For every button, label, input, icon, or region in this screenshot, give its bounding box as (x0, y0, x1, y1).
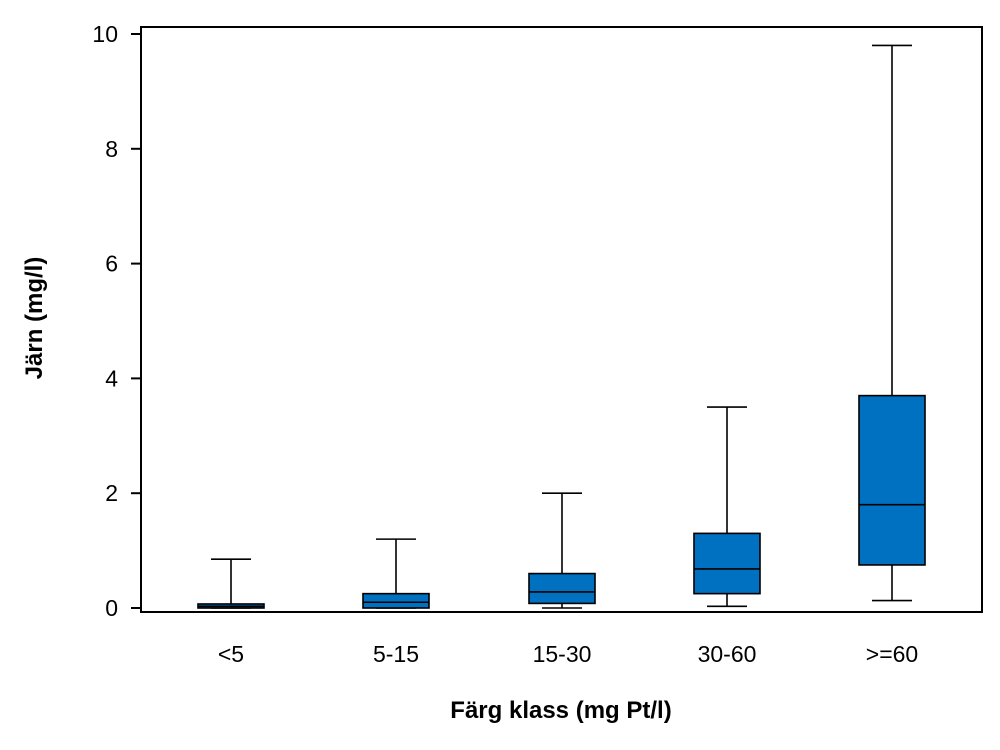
x-tick-label: 30-60 (698, 641, 757, 667)
box-group (197, 558, 265, 609)
y-tick-label: 6 (105, 251, 118, 277)
x-tick-label: 5-15 (373, 641, 419, 667)
box-group (858, 44, 926, 602)
y-axis-title: Järn (mg/l) (21, 257, 48, 380)
y-tick-label: 4 (105, 365, 118, 391)
box-group (362, 538, 430, 609)
boxes (197, 44, 926, 609)
y-tick-label: 2 (105, 480, 118, 506)
x-tick-label: <5 (218, 641, 244, 667)
y-tick-label: 10 (92, 21, 118, 47)
box-group (693, 406, 761, 608)
box-group (528, 492, 596, 609)
x-axis: <5 5-15 15-30 30-60 >=60 (218, 641, 918, 667)
y-tick-label: 0 (105, 595, 118, 621)
iqr-box (362, 592, 430, 609)
y-tick-label: 8 (105, 136, 118, 162)
iqr-box (693, 532, 761, 595)
y-axis: 0 2 4 6 8 10 (92, 21, 141, 621)
x-axis-title: Färg klass (mg Pt/l) (450, 697, 671, 724)
x-tick-label: 15-30 (533, 641, 592, 667)
x-tick-label: >=60 (866, 641, 918, 667)
iqr-box (858, 394, 926, 566)
iqr-box (528, 572, 596, 605)
